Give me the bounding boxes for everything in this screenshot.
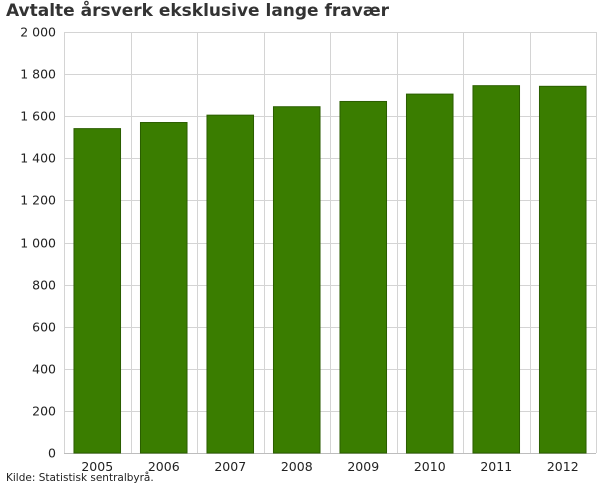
y-tick-label: 600 [32, 320, 56, 335]
y-tick-label: 1 000 [20, 236, 56, 251]
bar [405, 93, 454, 454]
bars [73, 85, 587, 454]
chart-title: Avtalte årsverk eksklusive lange fravær [6, 1, 390, 21]
x-axis-ticks: 2005 2006 2007 2008 2009 2010 2011 2012 [81, 459, 578, 474]
y-tick-label: 800 [32, 278, 56, 293]
x-tick-label: 2005 [81, 459, 113, 474]
bar [73, 128, 122, 454]
x-tick-label: 2006 [148, 459, 180, 474]
x-tick-label: 2009 [347, 459, 379, 474]
y-tick-label: 0 [48, 446, 56, 461]
bar [538, 85, 587, 454]
bar [472, 85, 521, 454]
y-tick-label: 1 600 [20, 109, 56, 124]
bar [272, 106, 321, 454]
x-tick-label: 2008 [281, 459, 313, 474]
y-axis-ticks: 0 200 400 600 800 1 000 1 200 1 400 1 600 1 800 2 … [20, 25, 56, 461]
y-tick-label: 400 [32, 362, 56, 377]
x-tick-label: 2007 [214, 459, 246, 474]
y-tick-label: 2 000 [20, 25, 56, 40]
y-tick-label: 1 200 [20, 193, 56, 208]
x-tick-label: 2011 [480, 459, 512, 474]
y-tick-label: 1 400 [20, 151, 56, 166]
x-tick-label: 2012 [547, 459, 579, 474]
bar [206, 114, 255, 454]
x-tick-label: 2010 [414, 459, 446, 474]
bar [139, 122, 188, 454]
bar [339, 100, 388, 454]
y-tick-label: 1 800 [20, 67, 56, 82]
y-tick-label: 200 [32, 404, 56, 419]
source-note: Kilde: Statistisk sentralbyrå. [6, 472, 154, 484]
